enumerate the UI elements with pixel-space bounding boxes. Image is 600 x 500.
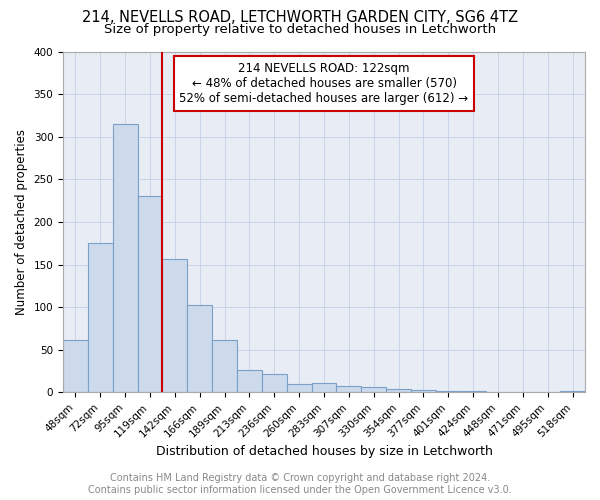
Bar: [262, 374, 287, 392]
Bar: [311, 383, 337, 392]
Text: Size of property relative to detached houses in Letchworth: Size of property relative to detached ho…: [104, 22, 496, 36]
Text: 214 NEVELLS ROAD: 122sqm
← 48% of detached houses are smaller (570)
52% of semi-: 214 NEVELLS ROAD: 122sqm ← 48% of detach…: [179, 62, 469, 104]
Bar: [63, 340, 88, 392]
Bar: [137, 196, 163, 392]
Bar: [337, 386, 361, 392]
Bar: [163, 258, 187, 392]
Bar: [113, 124, 137, 392]
Bar: [212, 340, 237, 392]
Bar: [386, 389, 411, 392]
Bar: [287, 384, 311, 392]
Bar: [411, 390, 436, 392]
Text: 214, NEVELLS ROAD, LETCHWORTH GARDEN CITY, SG6 4TZ: 214, NEVELLS ROAD, LETCHWORTH GARDEN CIT…: [82, 10, 518, 25]
Bar: [187, 304, 212, 392]
Bar: [361, 388, 386, 392]
Y-axis label: Number of detached properties: Number of detached properties: [15, 129, 28, 315]
Text: Contains HM Land Registry data © Crown copyright and database right 2024.
Contai: Contains HM Land Registry data © Crown c…: [88, 474, 512, 495]
Bar: [560, 390, 585, 392]
Bar: [436, 390, 461, 392]
Bar: [88, 243, 113, 392]
X-axis label: Distribution of detached houses by size in Letchworth: Distribution of detached houses by size …: [155, 444, 493, 458]
Bar: [461, 390, 485, 392]
Bar: [237, 370, 262, 392]
